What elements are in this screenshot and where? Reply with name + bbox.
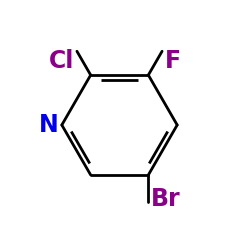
Text: F: F [165, 48, 181, 72]
Text: N: N [39, 113, 59, 137]
Text: Br: Br [151, 187, 181, 211]
Text: Cl: Cl [49, 48, 74, 72]
